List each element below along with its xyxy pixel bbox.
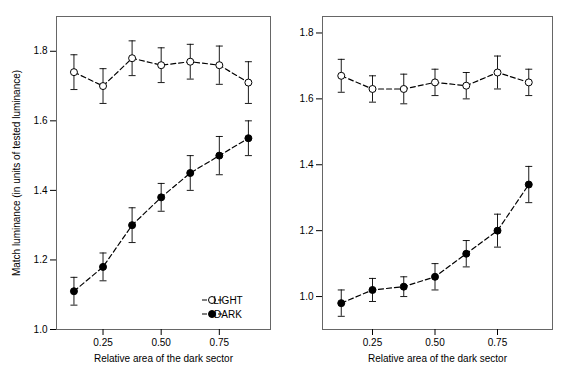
svg-text:1.6: 1.6 [300,93,314,104]
svg-text:Relative area of the dark sect: Relative area of the dark sector [94,353,234,364]
svg-text:1.2: 1.2 [300,225,314,236]
svg-text:1.0: 1.0 [300,291,314,302]
svg-text:1.2: 1.2 [34,254,48,265]
svg-text:Relative area of the dark sect: Relative area of the dark sector [368,353,508,364]
svg-text:0.50: 0.50 [425,337,445,348]
svg-text:DARK: DARK [214,309,242,320]
svg-text:LIGHT: LIGHT [213,295,242,306]
svg-text:1.8: 1.8 [300,27,314,38]
svg-text:0.75: 0.75 [488,337,508,348]
svg-text:0.25: 0.25 [363,337,383,348]
svg-text:0.50: 0.50 [151,337,171,348]
svg-text:1.0: 1.0 [34,324,48,335]
svg-text:1.6: 1.6 [34,115,48,126]
svg-text:1.4: 1.4 [300,159,314,170]
svg-text:0.75: 0.75 [210,337,230,348]
svg-text:1.8: 1.8 [34,45,48,56]
svg-text:1.4: 1.4 [34,185,48,196]
svg-text:0.25: 0.25 [93,337,113,348]
svg-text:Match luminance (in units of t: Match luminance (in units of tested lumi… [11,70,22,276]
